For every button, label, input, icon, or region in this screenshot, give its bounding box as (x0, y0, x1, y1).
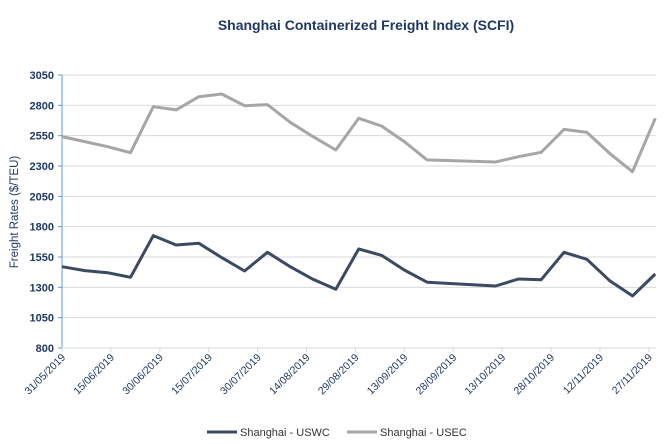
x-tick-label: 30/06/2019 (120, 352, 166, 398)
y-tick-label: 2550 (30, 131, 54, 143)
y-tick-label: 1050 (30, 313, 54, 325)
x-tick-label: 13/10/2019 (463, 352, 509, 398)
x-tick-label: 28/09/2019 (414, 352, 460, 398)
x-tick-label: 28/10/2019 (511, 352, 557, 398)
x-tick-label: 27/11/2019 (610, 352, 655, 397)
chart-title: Shanghai Containerized Freight Index (SC… (218, 17, 514, 33)
x-tick-label: 14/08/2019 (267, 352, 313, 398)
legend-label: Shanghai - USEC (380, 427, 467, 439)
x-tick-label: 15/07/2019 (169, 352, 215, 398)
x-tick-label: 29/08/2019 (316, 352, 362, 398)
y-tick-label: 1550 (30, 252, 54, 264)
x-tick-label: 15/06/2019 (71, 352, 117, 398)
y-tick-label: 3050 (30, 70, 54, 82)
y-tick-label: 800 (36, 343, 54, 355)
y-tick-label: 2050 (30, 191, 54, 203)
y-tick-label: 1300 (30, 282, 54, 294)
y-tick-label: 1800 (30, 222, 54, 234)
series-line-shanghai-usec (61, 92, 657, 174)
y-tick-label: 2300 (30, 161, 54, 173)
y-axis-label: Freight Rates ($/TEU) (9, 156, 21, 269)
x-tick-label: 31/05/2019 (22, 352, 68, 398)
x-tick-label: 13/09/2019 (365, 352, 411, 398)
series-line-shanghai-uswc (61, 234, 657, 298)
legend-label: Shanghai - USWC (240, 427, 330, 439)
x-tick-label: 30/07/2019 (218, 352, 264, 398)
x-tick-label: 12/11/2019 (561, 352, 606, 397)
y-tick-label: 2800 (30, 100, 54, 112)
